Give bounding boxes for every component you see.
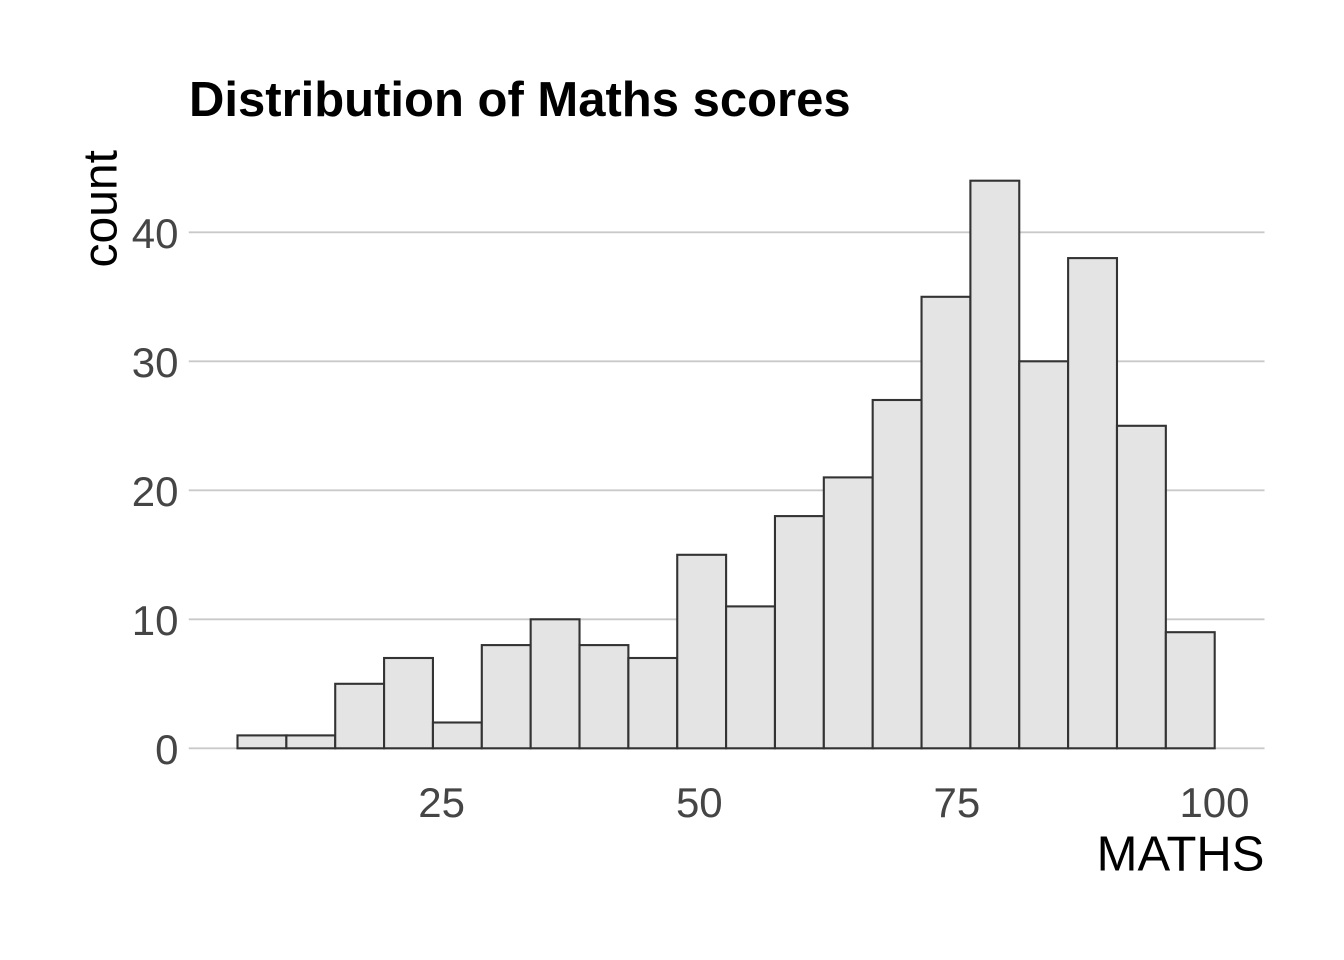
svg-text:25: 25 <box>418 779 465 826</box>
svg-text:100: 100 <box>1179 779 1249 826</box>
svg-text:40: 40 <box>132 210 179 257</box>
svg-text:count: count <box>75 150 128 267</box>
svg-text:0: 0 <box>155 726 178 773</box>
svg-text:30: 30 <box>132 339 179 386</box>
svg-text:20: 20 <box>132 468 179 515</box>
svg-text:MATHS: MATHS <box>1097 828 1265 882</box>
svg-text:10: 10 <box>132 597 179 644</box>
svg-text:50: 50 <box>676 779 723 826</box>
svg-text:75: 75 <box>934 779 981 826</box>
svg-text:Distribution of Maths scores: Distribution of Maths scores <box>189 73 851 127</box>
